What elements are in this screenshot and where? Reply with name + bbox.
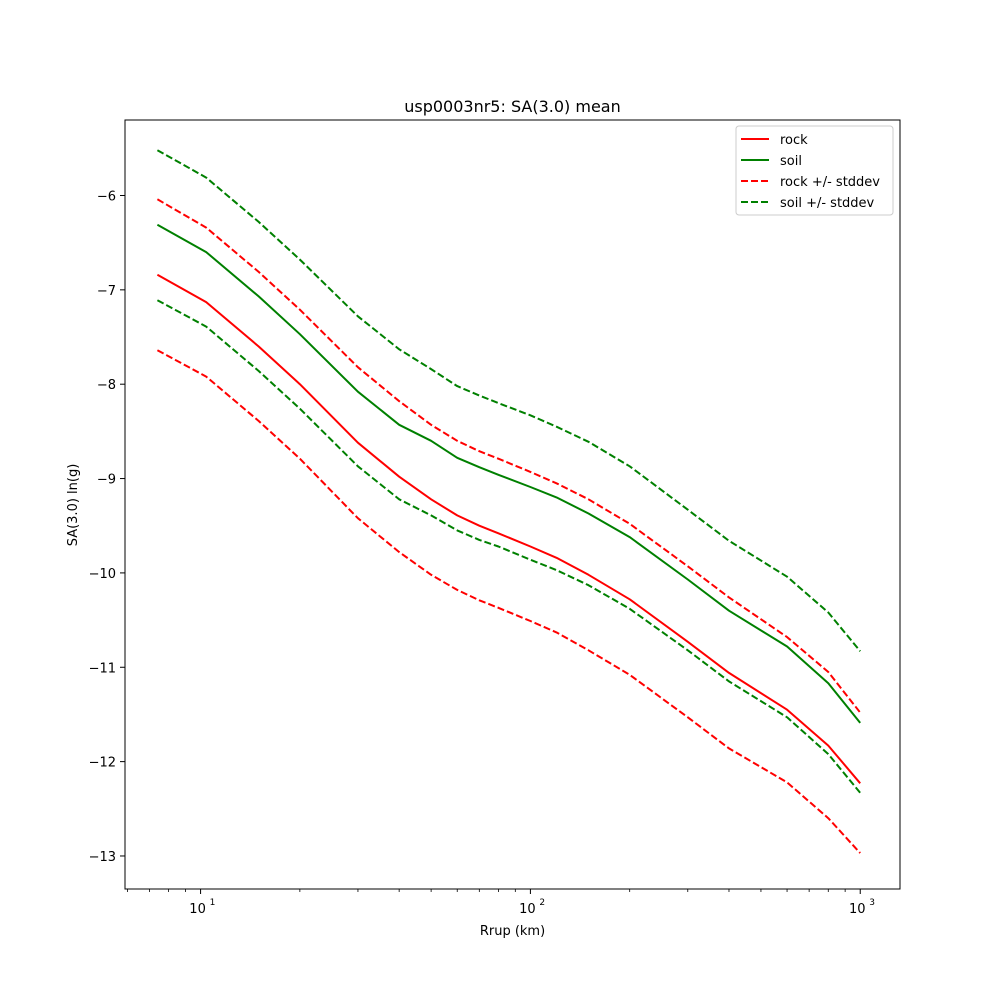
y-tick-label: −6 bbox=[97, 189, 116, 204]
legend-label: rock +/- stddev bbox=[780, 175, 880, 190]
plot-area bbox=[156, 149, 861, 854]
y-tick-label: −10 bbox=[89, 567, 116, 582]
axes-frame bbox=[124, 119, 901, 890]
y-tick-label: −9 bbox=[97, 473, 116, 488]
legend-label: rock bbox=[780, 133, 808, 148]
series-line-rock-0 bbox=[156, 273, 861, 784]
series-line-soil-stddev-4 bbox=[156, 149, 861, 652]
series-line-band-5 bbox=[156, 299, 861, 794]
x-tick-label: 10 bbox=[519, 902, 536, 917]
x-tick-label-exponent: 2 bbox=[539, 898, 545, 908]
x-tick-label-exponent: 3 bbox=[869, 898, 875, 908]
y-axis-label: SA(3.0) ln(g) bbox=[66, 464, 81, 547]
chart-title: usp0003nr5: SA(3.0) mean bbox=[404, 97, 621, 116]
y-tick-label: −8 bbox=[97, 378, 116, 393]
series-line-rock-stddev-2 bbox=[156, 198, 861, 714]
axes: 10 1 10 2 10 3−6−7−8−9−10−11−12−13 bbox=[89, 119, 901, 917]
legend: rock soil rock +/- stddev soil +/- stddev bbox=[735, 125, 894, 216]
y-tick-label: −11 bbox=[89, 661, 116, 676]
legend-label: soil +/- stddev bbox=[780, 196, 875, 211]
series-line-band-3 bbox=[156, 349, 861, 854]
x-tick-label: 10 bbox=[849, 902, 866, 917]
legend-label: soil bbox=[780, 154, 802, 169]
x-tick-label-exponent: 1 bbox=[210, 898, 216, 908]
y-tick-label: −13 bbox=[89, 850, 116, 865]
series-line-soil-1 bbox=[156, 223, 861, 724]
y-tick-label: −7 bbox=[97, 284, 116, 299]
legend-box bbox=[735, 125, 894, 216]
x-tick-label: 10 bbox=[189, 902, 206, 917]
x-axis-label: Rrup (km) bbox=[480, 924, 545, 939]
y-tick-label: −12 bbox=[89, 756, 116, 771]
